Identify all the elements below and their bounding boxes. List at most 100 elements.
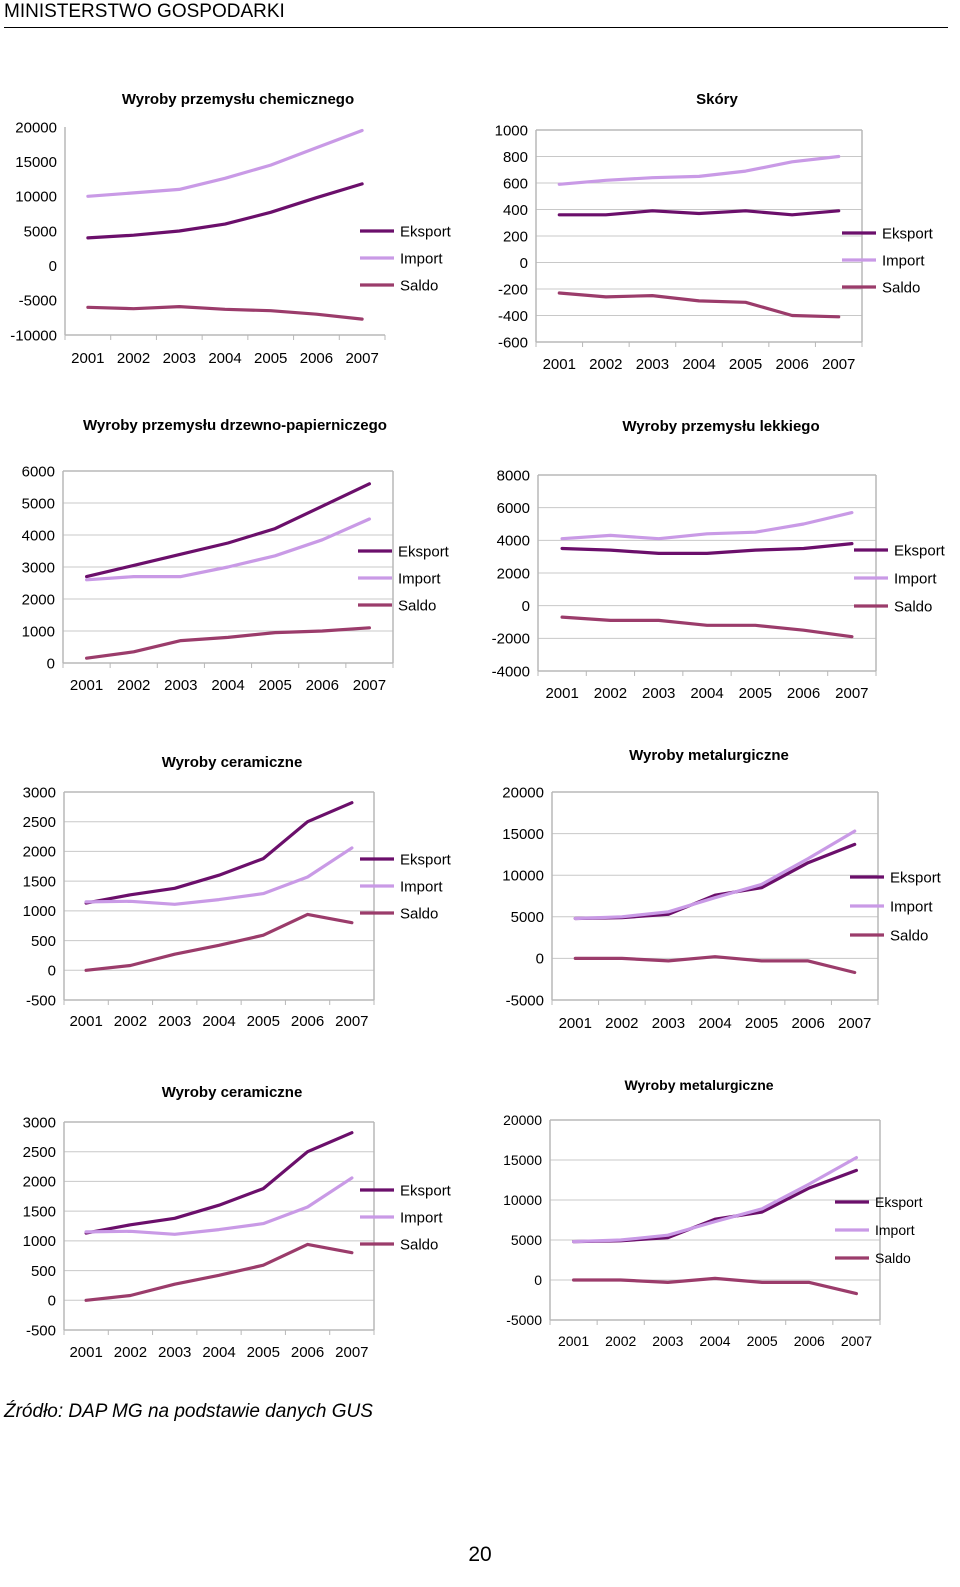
chart-wood-paper: Wyroby przemysłu drzewno-papierniczego 60…: [0, 405, 470, 705]
series-line-saldo: [560, 615, 854, 639]
chart-title: Skóry: [696, 91, 738, 108]
x-tick-label: 2003: [164, 677, 197, 694]
x-tick-label: 2005: [247, 1013, 280, 1030]
series-line-eksport: [84, 482, 371, 579]
legend-label-saldo: Saldo: [875, 1250, 911, 1266]
x-tick-label: 2006: [791, 1015, 824, 1032]
y-tick-label: 0: [47, 655, 55, 672]
series-line-import: [86, 128, 364, 198]
x-tick-label: 2002: [114, 1344, 147, 1361]
y-tick-label: -400: [498, 308, 528, 325]
x-tick-label: 2003: [158, 1344, 191, 1361]
y-tick-label: 800: [503, 149, 528, 166]
y-tick-label: 1000: [23, 1233, 56, 1250]
x-tick-label: 2006: [775, 356, 808, 373]
y-tick-label: 1500: [23, 873, 56, 890]
series-line-import: [84, 1176, 354, 1236]
x-tick-label: 2007: [835, 685, 868, 702]
x-tick-label: 2004: [202, 1013, 235, 1030]
y-tick-label: 2000: [23, 844, 56, 861]
y-tick-label: 0: [48, 963, 56, 980]
y-tick-label: -2000: [492, 631, 530, 648]
series-line-import: [84, 517, 371, 582]
y-tick-label: 0: [522, 598, 530, 615]
x-tick-label: 2005: [729, 356, 762, 373]
x-tick-label: 2001: [71, 350, 104, 367]
y-tick-label: 2000: [22, 591, 55, 608]
chart-title: Wyroby ceramiczne: [162, 1084, 303, 1101]
chart-ceramic-1: Wyroby ceramiczne 3000 2500 2000 1500 1000 500…: [0, 745, 470, 1045]
y-tick-label: 600: [503, 175, 528, 192]
y-tick-label: -10000: [10, 327, 57, 344]
y-tick-label: 1000: [23, 903, 56, 920]
x-tick-label: 2004: [698, 1015, 731, 1032]
series-line-import: [84, 846, 354, 906]
legend-label-import: Import: [400, 250, 443, 267]
legend-label-import: Import: [882, 252, 925, 269]
y-tick-label: -5000: [506, 992, 544, 1009]
series-line-import: [573, 829, 857, 921]
x-tick-label: 2003: [158, 1013, 191, 1030]
x-tick-label: 2004: [208, 350, 241, 367]
y-tick-label: 10000: [15, 189, 57, 206]
x-tick-label: 2002: [589, 356, 622, 373]
y-tick-label: 0: [534, 1272, 542, 1288]
chart-svg: Wyroby metalurgiczne 20000 15000 10000 5000 0…: [503, 1077, 923, 1349]
y-tick-label: 6000: [22, 463, 55, 480]
chart-chemical: Wyroby przemysłu chemicznego 20000 15000 10…: [0, 80, 470, 380]
series-line-import: [571, 1155, 858, 1244]
y-tick-label: 2000: [497, 565, 530, 582]
x-tick-label: 2004: [682, 356, 715, 373]
y-tick-label: 3000: [22, 559, 55, 576]
x-tick-label: 2007: [345, 350, 378, 367]
chart-title: Wyroby metalurgiczne: [624, 1077, 773, 1093]
series-line-saldo: [557, 291, 841, 319]
x-tick-label: 2002: [594, 685, 627, 702]
x-tick-label: 2001: [558, 1333, 589, 1349]
y-tick-label: 500: [31, 933, 56, 950]
x-tick-label: 2002: [117, 350, 150, 367]
y-tick-label: 15000: [15, 154, 57, 171]
legend-label-import: Import: [400, 1209, 443, 1226]
series-line-import: [560, 510, 854, 541]
legend-label-saldo: Saldo: [882, 279, 920, 296]
x-tick-label: 2004: [211, 677, 244, 694]
series-line-eksport: [560, 542, 854, 555]
y-tick-label: 0: [48, 1293, 56, 1310]
legend-label-eksport: Eksport: [400, 223, 452, 240]
legend-label-saldo: Saldo: [890, 927, 928, 944]
x-tick-label: 2006: [300, 350, 333, 367]
y-tick-label: 2500: [23, 1144, 56, 1161]
y-tick-label: 10000: [502, 867, 544, 884]
x-tick-label: 2007: [841, 1333, 872, 1349]
series-line-saldo: [84, 912, 354, 972]
y-tick-label: 5000: [24, 223, 57, 240]
chart-svg: Skóry 1000 800 600 400 200 0 -200 -400 -600 2001 20…: [495, 91, 934, 373]
x-tick-label: 2001: [69, 1344, 102, 1361]
y-tick-label: 10000: [503, 1192, 542, 1208]
x-tick-label: 2001: [69, 1013, 102, 1030]
x-tick-label: 2001: [70, 677, 103, 694]
legend-label-import: Import: [890, 898, 933, 915]
chart-title: Wyroby ceramiczne: [162, 754, 303, 771]
page-header: MINISTERSTWO GOSPODARKI: [4, 0, 948, 28]
x-tick-label: 2007: [838, 1015, 871, 1032]
legend-label-import: Import: [894, 570, 937, 587]
series-line-eksport: [84, 801, 354, 905]
chart-svg: Wyroby przemysłu drzewno-papierniczego 60…: [22, 417, 450, 694]
x-tick-label: 2003: [652, 1333, 683, 1349]
y-tick-label: 0: [536, 951, 544, 968]
y-tick-label: -500: [26, 992, 56, 1009]
legend-label-saldo: Saldo: [400, 905, 438, 922]
x-tick-label: 2005: [745, 1015, 778, 1032]
y-tick-label: 1500: [23, 1203, 56, 1220]
y-tick-label: 20000: [502, 784, 544, 801]
chart-leather: Skóry 1000 800 600 400 200 0 -200 -400 -600 2001 20…: [480, 80, 950, 390]
legend-label-eksport: Eksport: [875, 1194, 923, 1210]
y-tick-label: 20000: [15, 119, 57, 136]
x-tick-label: 2006: [291, 1344, 324, 1361]
y-tick-label: 0: [520, 255, 528, 272]
chart-title: Wyroby przemysłu chemicznego: [122, 91, 354, 108]
chart-svg: Wyroby przemysłu lekkiego 8000 6000 4000 200…: [492, 418, 946, 702]
y-tick-label: 0: [49, 258, 57, 275]
